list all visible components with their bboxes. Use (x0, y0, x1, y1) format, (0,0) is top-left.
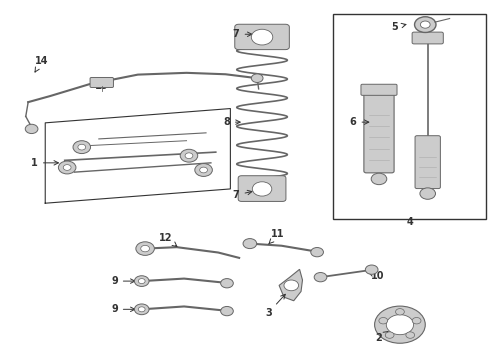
Text: 4: 4 (406, 217, 413, 227)
Circle shape (252, 182, 272, 196)
FancyBboxPatch shape (412, 32, 443, 44)
Circle shape (371, 173, 387, 185)
Circle shape (195, 163, 212, 176)
Text: 11: 11 (269, 229, 285, 244)
Circle shape (284, 280, 298, 291)
Text: 5: 5 (392, 22, 406, 32)
Circle shape (134, 304, 149, 315)
Circle shape (185, 153, 193, 158)
Text: 6: 6 (350, 117, 369, 127)
Text: 13: 13 (95, 78, 108, 91)
Circle shape (134, 276, 149, 287)
Circle shape (251, 29, 273, 45)
Text: 12: 12 (159, 233, 177, 247)
Circle shape (385, 332, 394, 338)
Circle shape (243, 239, 257, 249)
Circle shape (412, 318, 421, 324)
Text: 7: 7 (233, 29, 252, 39)
Circle shape (379, 318, 388, 324)
FancyBboxPatch shape (364, 91, 394, 173)
Circle shape (138, 307, 145, 312)
Circle shape (63, 165, 71, 170)
Text: 1: 1 (31, 158, 58, 168)
Circle shape (395, 309, 404, 315)
Circle shape (420, 188, 436, 199)
Circle shape (136, 242, 154, 255)
Circle shape (251, 74, 263, 82)
FancyBboxPatch shape (90, 77, 114, 87)
Circle shape (200, 167, 207, 173)
Text: 14: 14 (35, 57, 48, 72)
Circle shape (420, 21, 430, 28)
Circle shape (141, 246, 149, 252)
Circle shape (386, 315, 414, 335)
Text: 10: 10 (368, 271, 384, 281)
Text: 8: 8 (223, 117, 240, 127)
FancyBboxPatch shape (235, 24, 289, 50)
Circle shape (180, 149, 198, 162)
Polygon shape (279, 269, 302, 301)
Circle shape (406, 332, 415, 338)
Circle shape (138, 279, 145, 284)
Circle shape (58, 161, 76, 174)
Circle shape (374, 306, 425, 343)
Circle shape (73, 141, 91, 154)
Circle shape (366, 265, 378, 274)
Bar (333, 14, 486, 219)
Circle shape (415, 17, 436, 32)
Text: 9: 9 (111, 304, 135, 314)
Circle shape (311, 248, 323, 257)
Text: 7: 7 (233, 190, 252, 200)
Circle shape (314, 273, 327, 282)
Circle shape (25, 124, 38, 134)
Circle shape (78, 144, 86, 150)
Circle shape (220, 306, 233, 316)
FancyBboxPatch shape (415, 136, 441, 189)
Text: 2: 2 (376, 332, 388, 343)
Text: 3: 3 (265, 294, 285, 318)
FancyBboxPatch shape (361, 84, 397, 95)
FancyBboxPatch shape (238, 176, 286, 202)
Text: 9: 9 (111, 276, 135, 286)
Circle shape (220, 279, 233, 288)
